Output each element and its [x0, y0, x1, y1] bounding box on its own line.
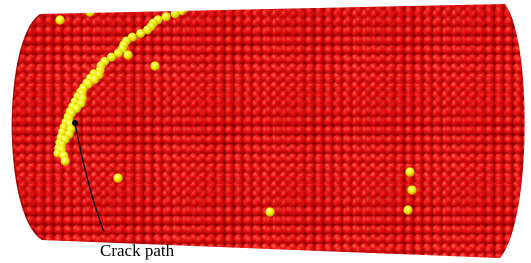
crack-sphere [85, 7, 94, 16]
crack-sphere [55, 15, 64, 24]
crack-sphere [162, 12, 171, 21]
crack-sphere [150, 61, 159, 70]
crack-sphere [136, 29, 145, 38]
crack-sphere [123, 50, 132, 59]
crack-sphere [407, 185, 416, 194]
crack-sphere [405, 167, 414, 176]
crack-sphere [171, 9, 180, 18]
annotation-dot [72, 120, 78, 126]
crack-sphere [113, 173, 122, 182]
crack-sphere [61, 157, 70, 166]
crack-sphere [403, 205, 412, 214]
cylinder [0, 0, 531, 263]
annotation-label: Crack path [100, 241, 175, 260]
crack-sphere [265, 207, 274, 216]
figure: Crack path [0, 0, 531, 263]
page: Crack path (() => { const data = JSON.pa… [0, 0, 531, 263]
